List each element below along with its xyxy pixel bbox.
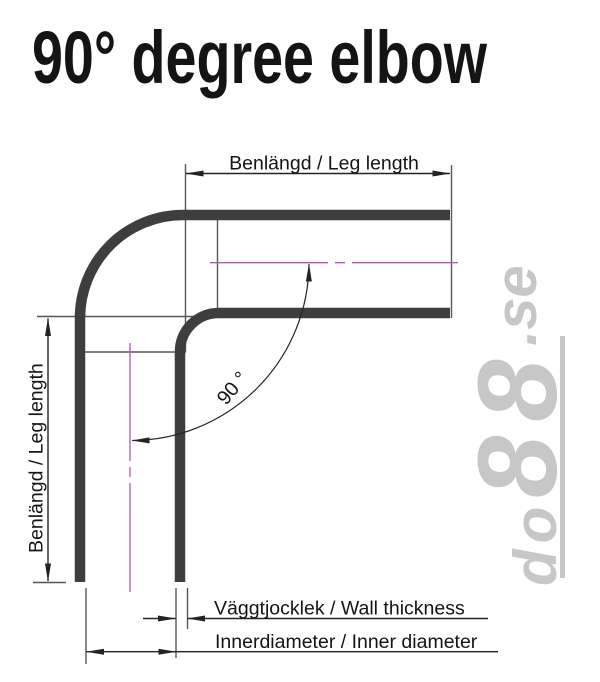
watermark-logo: do 88 .se bbox=[455, 265, 580, 586]
label-leg-length-top: Benlängd / Leg length bbox=[229, 153, 419, 175]
watermark-digits: 88 bbox=[455, 345, 580, 498]
label-leg-length-left-group: Benlängd / Leg length bbox=[26, 363, 48, 553]
page-title: 90° degree elbow bbox=[32, 16, 487, 99]
pipe-outer-wall bbox=[74, 209, 450, 582]
label-inner-diameter: Innerdiameter / Inner diameter bbox=[215, 631, 478, 653]
label-wall-thickness: Väggtjocklek / Wall thickness bbox=[214, 598, 465, 620]
label-angle-group: 90 ° bbox=[213, 368, 253, 410]
watermark-underline bbox=[560, 336, 565, 578]
angle-dimension-arc bbox=[131, 263, 312, 444]
label-leg-length-left: Benlängd / Leg length bbox=[26, 363, 48, 553]
watermark-tld: .se bbox=[484, 265, 549, 346]
watermark-prefix: do bbox=[502, 501, 569, 586]
pipe-inner-wall bbox=[174, 307, 450, 582]
label-angle-90: 90 ° bbox=[213, 368, 253, 410]
